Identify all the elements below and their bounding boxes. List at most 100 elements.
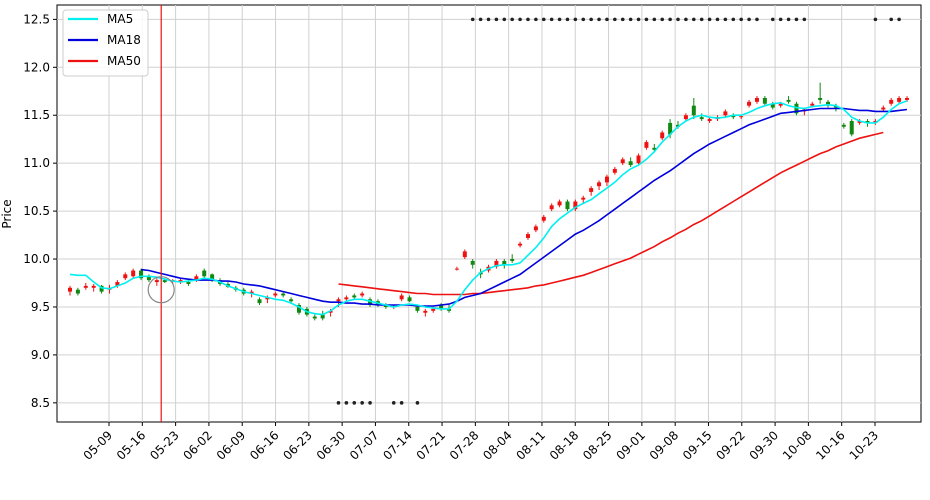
signal-dot [478, 17, 483, 22]
candle-body [494, 260, 499, 267]
candle [320, 310, 325, 321]
candle [581, 195, 586, 204]
signal-dot [534, 17, 538, 22]
signal-dot [652, 17, 657, 22]
candle [178, 278, 183, 284]
candle-body [146, 276, 151, 281]
signal-dot [802, 17, 807, 22]
signal-dot [636, 17, 641, 22]
y-tick-label: 8.5 [31, 396, 50, 410]
x-tick-label: 09-15 [680, 428, 715, 463]
candle-body [668, 122, 673, 135]
signal-dot [873, 17, 878, 22]
y-tick-label: 11.5 [23, 108, 50, 122]
signal-dot [565, 17, 570, 22]
candle-body [83, 285, 88, 288]
signal-dot [707, 17, 712, 22]
candle-body [281, 293, 286, 296]
signal-dot [676, 17, 680, 22]
candle-body [131, 270, 136, 277]
y-tick-label: 9.5 [31, 300, 50, 314]
candle [289, 297, 294, 304]
candle [794, 101, 799, 116]
candle-body [565, 201, 570, 210]
candle-body [841, 124, 846, 127]
x-tick-label: 10-08 [780, 428, 815, 463]
candle-body [447, 308, 452, 311]
x-tick-label: 06-16 [247, 428, 282, 463]
candle-body [644, 142, 649, 148]
candle [826, 99, 831, 108]
candle-body [431, 308, 436, 311]
ma5-line [69, 100, 908, 316]
candle [360, 291, 365, 298]
candle [470, 259, 475, 269]
x-tick-label: 09-08 [647, 428, 682, 463]
y-tick-label: 11.0 [23, 156, 50, 170]
candle-body [620, 159, 625, 164]
candle [754, 96, 759, 104]
candle-body [889, 99, 894, 104]
candle-body [257, 299, 262, 304]
signal-dot [541, 17, 546, 22]
signal-dot [668, 17, 672, 22]
candle-body [178, 280, 183, 283]
x-tick-label: 05-09 [81, 428, 116, 463]
candle-body [470, 260, 475, 265]
candle-body [162, 280, 167, 283]
candle [423, 308, 428, 317]
signal-dot [344, 401, 349, 405]
candle-body [581, 197, 586, 200]
candle [154, 278, 159, 286]
candle-body [604, 176, 609, 183]
candles [68, 82, 909, 321]
candle-body [273, 293, 278, 296]
candle-body [518, 243, 523, 246]
x-tick-label: 09-22 [713, 428, 748, 463]
x-tick-label: 06-23 [280, 428, 315, 463]
signal-dot [897, 17, 901, 22]
candle-body [454, 268, 459, 270]
signal-dot [620, 17, 625, 22]
candle-body [691, 105, 696, 116]
legend-label-ma18: MA18 [107, 33, 141, 47]
candle [660, 130, 665, 141]
candle-body [905, 97, 909, 100]
candle [525, 232, 530, 240]
candle-body [352, 295, 357, 298]
candle-body [344, 297, 349, 300]
signal-dot [391, 401, 396, 405]
candle-body [762, 97, 767, 104]
legend-label-ma50: MA50 [107, 54, 141, 68]
candle [296, 303, 301, 315]
candle [849, 119, 854, 137]
candle-body [249, 291, 254, 294]
signal-dot [526, 17, 530, 22]
y-tick-label: 10.5 [23, 204, 50, 218]
candle [549, 203, 554, 212]
candle-body [139, 270, 144, 279]
signal-dot [597, 17, 601, 22]
moving-averages [69, 100, 908, 316]
signal-dot [486, 17, 491, 22]
legend-label-ma5: MA5 [107, 12, 133, 26]
candle [510, 254, 515, 263]
candle [707, 117, 712, 123]
candle [533, 224, 538, 233]
candle-body [383, 305, 388, 307]
candle-body [636, 155, 641, 164]
candle [786, 96, 791, 104]
signal-dot [660, 17, 665, 22]
candle [762, 96, 767, 106]
candle [620, 157, 625, 166]
x-tick-label: 08-04 [480, 428, 515, 463]
signal-dot [589, 17, 593, 22]
signal-dot [502, 17, 507, 22]
candle [454, 266, 459, 271]
signal-dot [723, 17, 728, 22]
signal-markers [336, 17, 901, 405]
candle [368, 297, 373, 307]
candle [723, 109, 728, 118]
legend-box [62, 9, 149, 77]
